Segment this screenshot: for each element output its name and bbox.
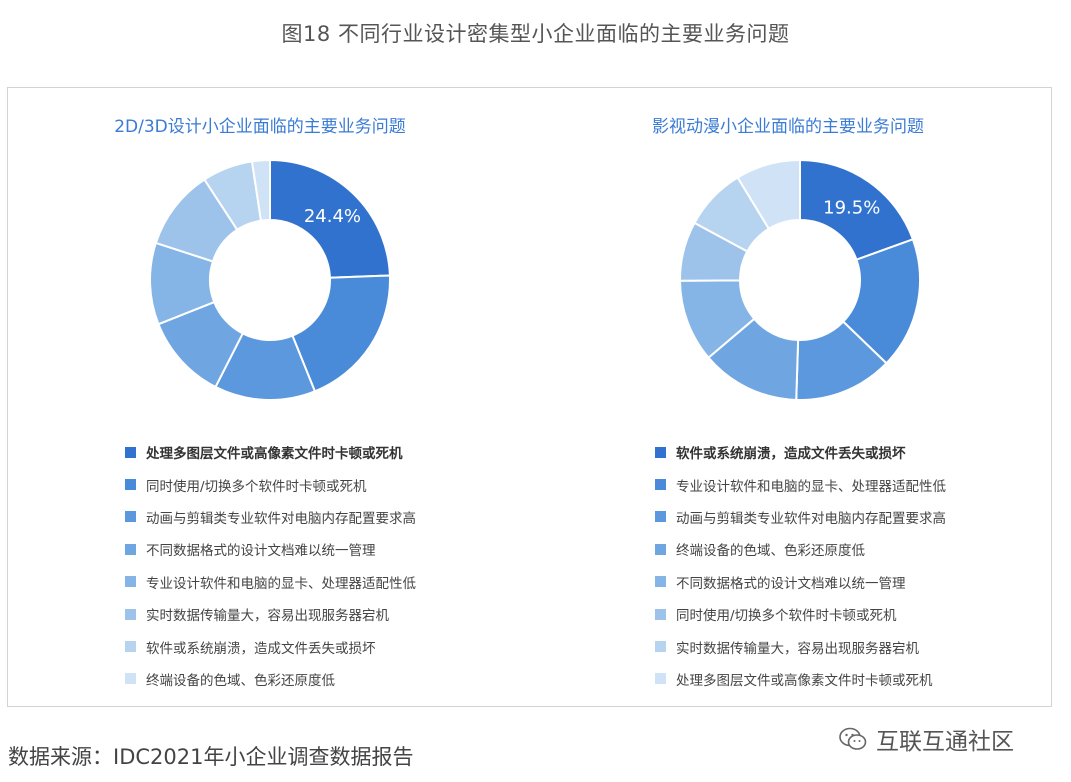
legend-item: 同时使用/切换多个软件时卡顿或死机 <box>125 468 416 500</box>
legend-swatch <box>655 576 666 588</box>
donut-slice <box>799 158 915 261</box>
legend-label: 软件或系统崩溃，造成文件丢失或损坏 <box>676 446 906 463</box>
legend-item: 动画与剪辑类专业软件对电脑内存配置要求高 <box>655 501 946 533</box>
legend-swatch <box>125 576 136 588</box>
legend-swatch <box>655 479 666 491</box>
donut-chart-film-animation: 19.5% <box>678 158 921 401</box>
legend-label: 专业设计软件和电脑的显卡、处理器适配性低 <box>146 575 416 592</box>
legend-item: 专业设计软件和电脑的显卡、处理器适配性低 <box>655 468 946 500</box>
wechat-icon <box>839 727 867 750</box>
legend-item: 终端设备的色域、色彩还原度低 <box>655 533 946 565</box>
legend-2d3d: 处理多图层文件或高像素文件时卡顿或死机 同时使用/切换多个软件时卡顿或死机动画与剪… <box>125 436 416 695</box>
donut-slice <box>250 158 271 222</box>
legend-item: 不同数据格式的设计文档难以统一管理 <box>655 566 946 598</box>
legend-label: 专业设计软件和电脑的显卡、处理器适配性低 <box>676 478 946 495</box>
watermark-text: 互联互通社区 <box>876 729 1014 755</box>
legend-swatch <box>125 608 136 620</box>
donut-chart-2d3d: 24.4% <box>149 158 391 401</box>
legend-label: 同时使用/切换多个软件时卡顿或死机 <box>676 608 897 625</box>
legend-swatch <box>125 511 136 523</box>
legend-item: 终端设备的色域、色彩还原度低 <box>125 663 416 695</box>
legend-item: 软件或系统崩溃，造成文件丢失或损坏 <box>655 436 946 468</box>
legend-label: 终端设备的色域、色彩还原度低 <box>146 672 335 689</box>
donut-slice <box>736 158 801 231</box>
legend-item: 处理多图层文件或高像素文件时卡顿或死机 <box>125 436 416 468</box>
figure-title: 图18 不同行业设计密集型小企业面临的主要业务问题 <box>281 22 790 46</box>
legend-swatch <box>655 511 666 523</box>
legend-swatch <box>125 641 136 653</box>
legend-label: 不同数据格式的设计文档难以统一管理 <box>676 575 906 592</box>
chart-title-film-animation: 影视动漫小企业面临的主要业务问题 <box>652 117 924 137</box>
legend-item: 不同数据格式的设计文档难以统一管理 <box>125 533 416 565</box>
legend-swatch <box>125 446 136 458</box>
legend-film-animation: 软件或系统崩溃，造成文件丢失或损坏专业设计软件和电脑的显卡、处理器适配性低 动画与… <box>655 436 946 695</box>
legend-item: 同时使用/切换多个软件时卡顿或死机 <box>655 598 946 630</box>
legend-label: 同时使用/切换多个软件时卡顿或死机 <box>146 478 367 495</box>
legend-swatch <box>655 543 666 555</box>
legend-item: 处理多图层文件或高像素文件时卡顿或死机 <box>655 663 946 695</box>
slice-value-label: 24.4% <box>304 206 361 227</box>
legend-swatch <box>655 608 666 620</box>
data-source-note: 数据来源：IDC2021年小企业调查数据报告 <box>8 745 414 769</box>
legend-swatch <box>655 673 666 685</box>
legend-label: 处理多图层文件或高像素文件时卡顿或死机 <box>146 446 403 463</box>
legend-swatch <box>655 446 666 458</box>
legend-label: 实时数据传输量大，容易出现服务器宕机 <box>676 640 919 657</box>
legend-swatch <box>125 543 136 555</box>
slice-value-label: 19.5% <box>823 197 880 218</box>
legend-item: 动画与剪辑类专业软件对电脑内存配置要求高 <box>125 501 416 533</box>
legend-label: 不同数据格式的设计文档难以统一管理 <box>146 543 376 560</box>
watermark: 互联互通社区 <box>838 722 1014 756</box>
legend-swatch <box>125 673 136 685</box>
donut-slice <box>291 274 391 393</box>
donut-slice <box>269 158 391 279</box>
legend-label: 软件或系统崩溃，造成文件丢失或损坏 <box>146 640 376 657</box>
legend-label: 动画与剪辑类专业软件对电脑内存配置要求高 <box>146 510 416 527</box>
legend-label: 实时数据传输量大，容易出现服务器宕机 <box>146 608 389 625</box>
legend-item: 专业设计软件和电脑的显卡、处理器适配性低 <box>125 566 416 598</box>
legend-label: 动画与剪辑类专业软件对电脑内存配置要求高 <box>676 510 946 527</box>
legend-label: 终端设备的色域、色彩还原度低 <box>676 543 865 560</box>
chart-title-2d3d: 2D/3D设计小企业面临的主要业务问题 <box>114 117 406 137</box>
legend-swatch <box>655 641 666 653</box>
legend-item: 实时数据传输量大，容易出现服务器宕机 <box>125 598 416 630</box>
legend-item: 实时数据传输量大，容易出现服务器宕机 <box>655 630 946 662</box>
legend-swatch <box>125 479 136 491</box>
legend-label: 处理多图层文件或高像素文件时卡顿或死机 <box>676 672 933 689</box>
legend-item: 软件或系统崩溃，造成文件丢失或损坏 <box>125 630 416 662</box>
